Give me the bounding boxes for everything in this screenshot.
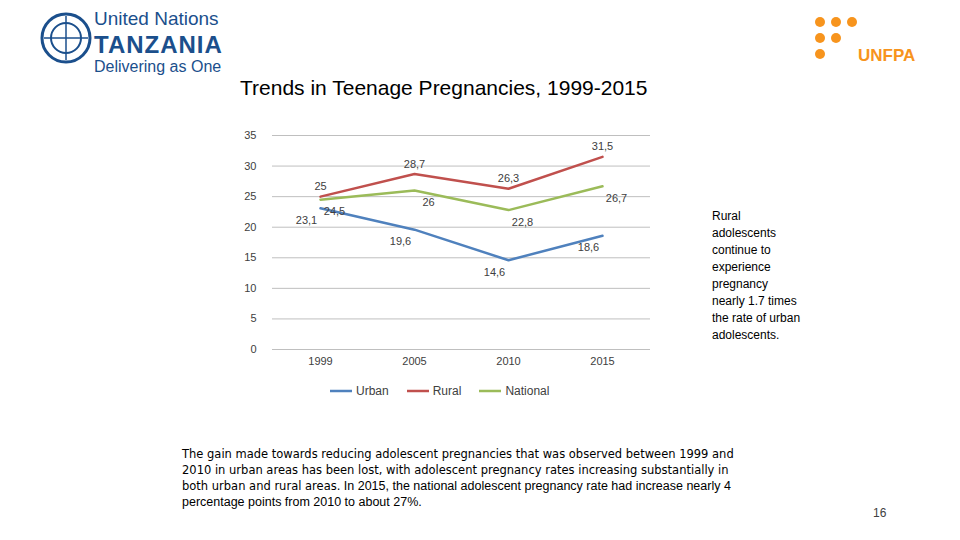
svg-text:2005: 2005 [402,355,426,367]
svg-text:14,6: 14,6 [484,266,505,278]
html-text:Urban: Urban [356,384,389,398]
svg-text:28,7: 28,7 [404,158,425,170]
svg-text:0: 0 [250,343,256,355]
html-text:Delivering as One: Delivering as One [94,58,222,75]
svg-text:2015: 2015 [590,355,614,367]
svg-text:23,1: 23,1 [296,214,317,226]
svg-text:26,3: 26,3 [498,172,519,184]
svg-text:18,6: 18,6 [578,241,599,253]
svg-text:20: 20 [244,221,256,233]
svg-text:25: 25 [244,190,256,202]
html-text:TANZANIA: TANZANIA [94,31,223,58]
svg-text:22,8: 22,8 [512,216,533,228]
svg-text:19,6: 19,6 [390,235,411,247]
html-text:Rural: Rural [432,384,462,398]
html-text:Rural adolescents continue to: Rural adolescents continue to experience… [712,209,801,342]
html-text:United Nations: United Nations [94,8,219,29]
svg-text:5: 5 [250,312,256,324]
html-text:16: 16 [873,506,887,520]
html-text:National: National [505,384,550,398]
html-text:Trends in Teenage Pregnancies,: Trends in Teenage Pregnancies, 1999-2015 [240,76,648,99]
svg-text:15: 15 [244,251,256,263]
svg-text:26,7: 26,7 [606,192,627,204]
svg-text:25: 25 [314,180,326,192]
svg-text:10: 10 [244,282,256,294]
svg-text:35: 35 [244,129,256,141]
svg-text:30: 30 [244,160,256,172]
svg-text:26: 26 [422,196,434,208]
html-text:UNFPA: UNFPA [858,46,916,65]
html-text:The gain made towards reducing: The gain made towards reducing adolescen… [182,447,734,509]
svg-text:31,5: 31,5 [592,140,613,152]
svg-text:2010: 2010 [496,355,520,367]
svg-text:1999: 1999 [308,355,332,367]
svg-text:24,5: 24,5 [324,205,345,217]
